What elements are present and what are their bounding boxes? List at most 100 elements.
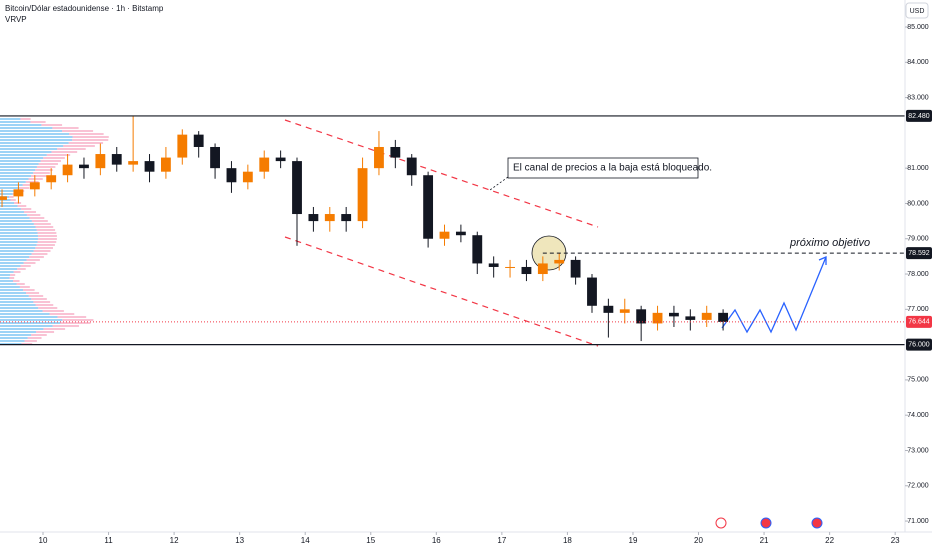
candle-body xyxy=(46,175,57,183)
candle-body xyxy=(29,182,40,190)
volume-profile-bar xyxy=(72,136,109,138)
volume-profile-bar xyxy=(0,130,63,132)
candle-body xyxy=(357,168,368,222)
y-tick-label: 71.000 xyxy=(907,518,929,525)
level-label-bg xyxy=(906,315,932,328)
volume-profile-bar xyxy=(0,145,64,147)
volume-profile-bar xyxy=(25,181,39,183)
x-tick-label: 22 xyxy=(825,536,834,545)
candle-body xyxy=(521,266,532,275)
candle-body xyxy=(570,259,581,278)
volume-profile-bar xyxy=(0,124,42,126)
volume-profile-bar xyxy=(62,130,94,132)
event-icon[interactable] xyxy=(811,517,823,529)
volume-profile-bar xyxy=(0,118,21,120)
candles xyxy=(0,115,729,342)
x-tick-label: 14 xyxy=(301,536,310,545)
volume-profile-bar xyxy=(36,166,56,168)
level-label-bg xyxy=(906,109,932,122)
x-tick-label: 23 xyxy=(891,536,900,545)
x-tick-label: 12 xyxy=(170,536,179,545)
volume-profile-bar xyxy=(0,193,13,195)
volume-profile-bar xyxy=(42,310,64,312)
x-tick-label: 21 xyxy=(760,536,769,545)
y-tick-label: 75.000 xyxy=(907,377,929,384)
volume-profile-bar xyxy=(33,172,50,174)
volume-profile-bar xyxy=(0,286,20,288)
callout-box xyxy=(507,157,699,179)
candle-body xyxy=(619,309,630,313)
candle-body xyxy=(669,312,679,317)
volume-profile-bar xyxy=(0,139,73,141)
volume-profile-bar xyxy=(24,340,37,342)
volume-profile-bar xyxy=(0,313,50,315)
volume-profile-bar xyxy=(57,316,87,318)
candle-body xyxy=(488,263,499,267)
volume-profile-bar xyxy=(0,274,11,276)
candle-body xyxy=(374,146,384,169)
volume-profile-bar xyxy=(28,178,43,180)
volume-profile-bar xyxy=(37,235,57,237)
callout-text: El canal de precios a la baja está bloqu… xyxy=(513,163,712,174)
y-tick-label: 77.000 xyxy=(907,306,929,313)
volume-profile-bar xyxy=(29,256,44,258)
event-icon[interactable] xyxy=(760,517,772,529)
volume-profile-bar xyxy=(52,127,79,129)
volume-profile-bar xyxy=(35,247,54,249)
y-tick-label: 78.000 xyxy=(907,271,929,278)
volume-profile-bar xyxy=(0,322,61,324)
volume-profile-bar xyxy=(31,220,48,222)
volume-profile-bar xyxy=(40,160,61,162)
currency-label[interactable]: USD xyxy=(910,8,925,15)
candle-body xyxy=(95,154,106,169)
candle-body xyxy=(390,146,401,158)
volume-profile-bar xyxy=(52,325,80,327)
candle-body xyxy=(177,134,188,158)
volume-profile-bar xyxy=(0,244,37,246)
volume-profile-bar xyxy=(43,328,66,330)
volume-profile-bar xyxy=(36,331,55,333)
volume-profile-bar xyxy=(0,241,38,243)
volume-profile-bar xyxy=(19,286,30,288)
volume-profile-bar xyxy=(0,217,30,219)
volume-profile-bar xyxy=(9,277,15,279)
indicator-label: VRVP xyxy=(5,15,27,24)
volume-profile-bar xyxy=(26,292,40,294)
candle-body xyxy=(308,214,319,222)
volume-profile-bar xyxy=(0,160,41,162)
volume-profile-bar xyxy=(14,202,22,204)
x-tick-label: 15 xyxy=(366,536,375,545)
y-tick-label: 84.000 xyxy=(907,59,929,66)
volume-profile-bar xyxy=(68,142,104,144)
volume-profile-bar xyxy=(0,199,11,201)
y-tick-label: 83.000 xyxy=(907,94,929,101)
volume-profile-bar xyxy=(0,229,37,231)
volume-profile-bar xyxy=(31,298,47,300)
highlight-circle xyxy=(531,235,567,271)
candle-body xyxy=(193,134,204,147)
volume-profile-bar xyxy=(60,322,91,324)
volume-profile-bar xyxy=(0,304,36,306)
volume-profile-bar xyxy=(69,133,104,135)
volume-profile-bar xyxy=(0,262,24,264)
event-icon[interactable] xyxy=(715,517,727,529)
volume-profile-bar xyxy=(27,337,42,339)
level-label: 76.644 xyxy=(908,319,930,326)
y-tick-label: 72.000 xyxy=(907,483,929,490)
candle-body xyxy=(62,164,73,176)
volume-profile-bar xyxy=(0,337,28,339)
volume-profile-bar xyxy=(0,280,14,282)
volume-profile-bar xyxy=(0,301,34,303)
volume-profile-bar xyxy=(51,151,78,153)
volume-profile-bar xyxy=(0,190,17,192)
volume-profile-bar xyxy=(37,241,57,243)
candle-body xyxy=(128,161,139,165)
x-tick-label: 20 xyxy=(694,536,703,545)
projection-path xyxy=(721,256,827,334)
volume-profile-bar xyxy=(22,184,35,186)
currency-button[interactable] xyxy=(905,2,929,19)
volume-profile-bar xyxy=(0,136,73,138)
volume-profile-bar xyxy=(19,187,30,189)
